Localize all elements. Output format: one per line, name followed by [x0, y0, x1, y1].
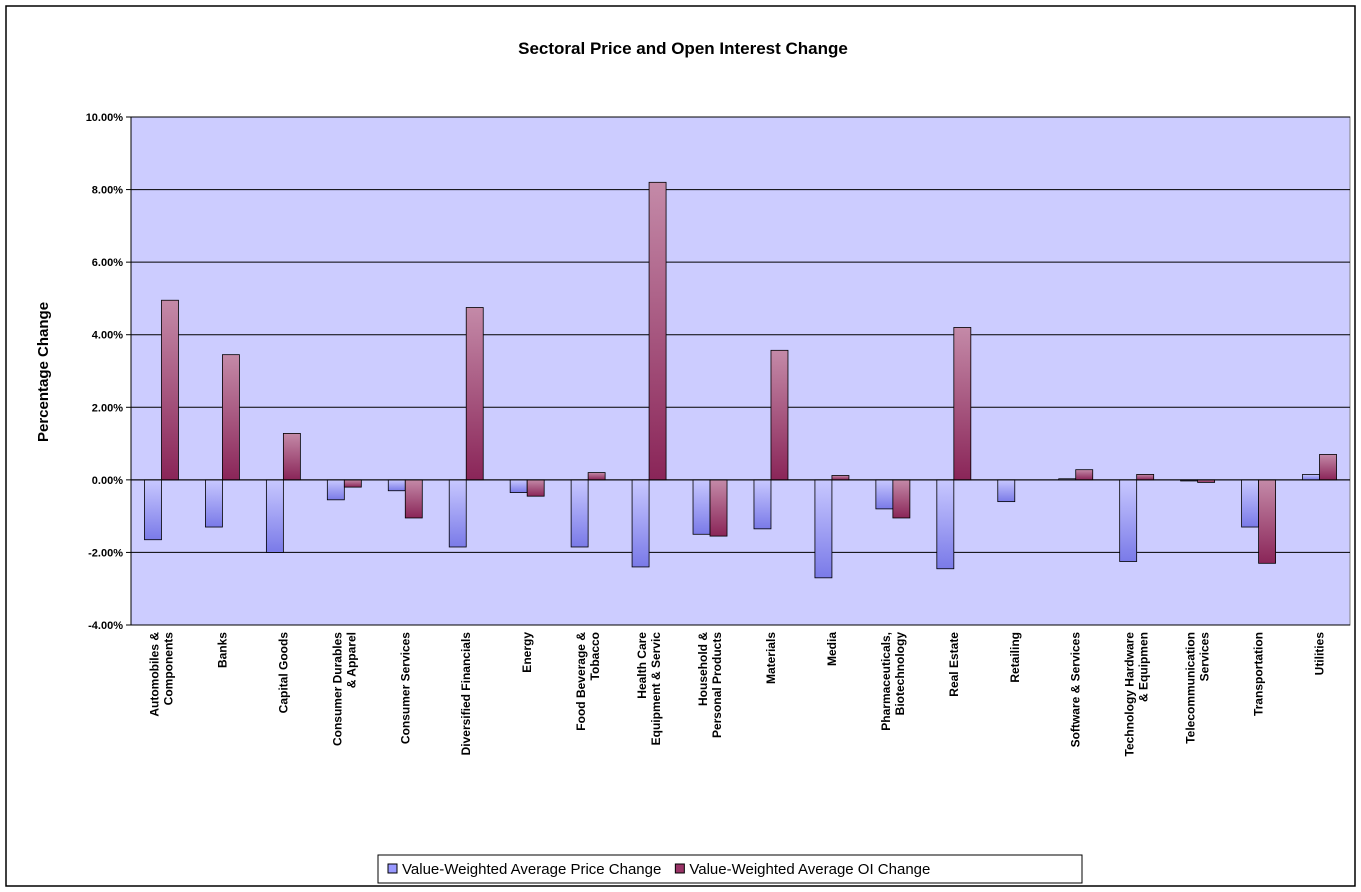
bar	[892, 479, 911, 519]
y-tick-label: 2.00%	[92, 402, 123, 414]
bar	[465, 307, 484, 481]
legend-label: Value-Weighted Average OI Change	[689, 861, 930, 878]
bar	[953, 327, 972, 481]
bar	[692, 479, 711, 535]
bar	[448, 479, 467, 548]
legend-swatch	[387, 863, 398, 874]
bar	[1075, 469, 1094, 481]
x-tick-label: Diversified Financials	[459, 632, 473, 756]
bar	[831, 475, 850, 481]
bar	[343, 479, 362, 488]
bar	[997, 479, 1016, 503]
bar	[631, 479, 650, 568]
bar	[770, 349, 789, 481]
x-tick-label: Materials	[764, 632, 778, 684]
x-tick-label: Automobiles &Components	[147, 632, 175, 717]
y-tick-label: 8.00%	[92, 185, 123, 197]
bar	[1302, 474, 1320, 481]
legend-swatch	[674, 863, 685, 874]
x-tick-label: Technology Hardware& Equipmen	[1123, 632, 1151, 757]
x-tick-label: Energy	[520, 632, 534, 673]
bar	[814, 479, 833, 579]
x-tick-label: Software & Services	[1069, 632, 1083, 748]
bar	[753, 479, 772, 530]
bar	[936, 479, 955, 570]
y-tick-label: 4.00%	[92, 330, 123, 342]
x-tick-label: Capital Goods	[276, 632, 290, 714]
legend-label: Value-Weighted Average Price Change	[402, 861, 661, 878]
bar	[1319, 454, 1337, 481]
bar	[144, 479, 162, 541]
x-tick-label: Retailing	[1008, 632, 1022, 683]
bar	[648, 181, 667, 481]
bar	[570, 479, 589, 548]
bar	[1119, 479, 1138, 562]
x-tick-label: Banks	[215, 632, 229, 668]
bar	[265, 479, 284, 553]
chart-title: Sectoral Price and Open Interest Change	[518, 39, 848, 58]
y-axis-label: Percentage Change	[35, 302, 52, 442]
x-tick-label: Consumer Services	[398, 632, 412, 744]
y-tick-label: 0.00%	[92, 475, 123, 487]
y-tick-label: -2.00%	[88, 547, 123, 559]
bar	[526, 479, 545, 497]
bar	[326, 479, 345, 501]
bar	[1241, 479, 1259, 528]
x-tick-label: Consumer Durables& Apparel	[330, 632, 358, 746]
bar	[161, 299, 179, 481]
bar	[387, 479, 406, 492]
x-tick-label: TelecommunicationServices	[1184, 632, 1212, 744]
bar	[875, 479, 894, 510]
bar	[509, 479, 528, 493]
x-tick-label: Food Beverage &Tobacco	[574, 632, 602, 731]
bar	[205, 479, 223, 528]
x-tick-label: Pharmaceuticals,Biotechnology	[879, 632, 907, 731]
legend-box	[377, 854, 1083, 884]
y-tick-label: 10.00%	[86, 112, 124, 124]
x-tick-label: Health CareEquipment & Servic	[635, 632, 663, 746]
x-tick-label: Media	[825, 632, 839, 666]
bar	[222, 354, 240, 481]
bar	[1258, 479, 1276, 564]
plot-area	[130, 116, 1351, 626]
y-tick-label: -4.00%	[88, 620, 123, 632]
bar	[709, 479, 728, 537]
bar	[404, 479, 423, 519]
bar	[587, 472, 606, 481]
bar	[282, 433, 301, 481]
x-tick-label: Utilities	[1313, 632, 1327, 676]
x-tick-label: Household &Personal Products	[696, 632, 724, 738]
x-tick-label: Real Estate	[947, 632, 961, 697]
y-tick-label: 6.00%	[92, 257, 123, 269]
x-tick-label: Transportation	[1252, 632, 1266, 716]
bar	[1136, 474, 1155, 481]
